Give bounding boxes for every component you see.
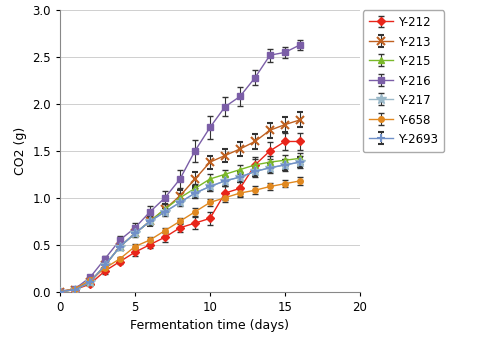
Y-axis label: CO2 (g): CO2 (g)	[14, 127, 27, 175]
Legend: Y-212, Y-213, Y-215, Y-216, Y-217, Y-658, Y-2693: Y-212, Y-213, Y-215, Y-216, Y-217, Y-658…	[363, 10, 444, 152]
X-axis label: Fermentation time (days): Fermentation time (days)	[130, 319, 290, 332]
